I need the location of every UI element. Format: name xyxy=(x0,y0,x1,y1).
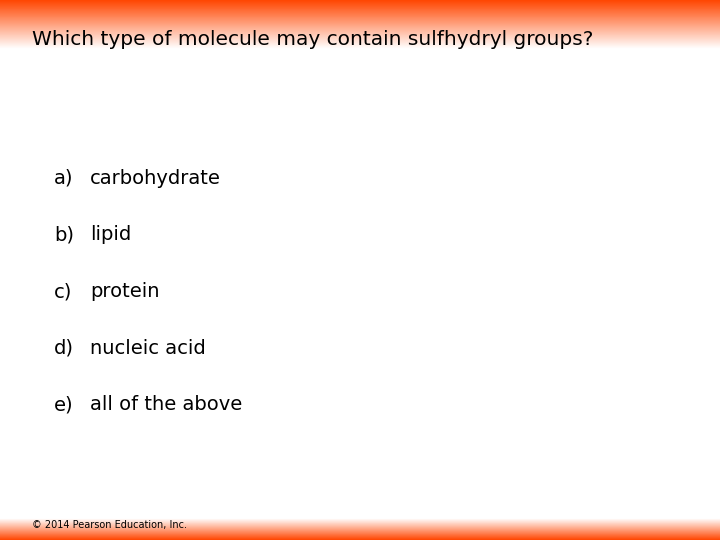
Text: e): e) xyxy=(54,395,73,415)
Text: protein: protein xyxy=(90,282,160,301)
Text: all of the above: all of the above xyxy=(90,395,242,415)
Text: d): d) xyxy=(54,339,74,358)
Text: © 2014 Pearson Education, Inc.: © 2014 Pearson Education, Inc. xyxy=(32,520,187,530)
Text: nucleic acid: nucleic acid xyxy=(90,339,206,358)
Text: Which type of molecule may contain sulfhydryl groups?: Which type of molecule may contain sulfh… xyxy=(32,30,594,49)
Text: c): c) xyxy=(54,282,73,301)
Text: carbohydrate: carbohydrate xyxy=(90,168,221,188)
Text: a): a) xyxy=(54,168,73,188)
Text: lipid: lipid xyxy=(90,225,131,245)
Text: b): b) xyxy=(54,225,74,245)
